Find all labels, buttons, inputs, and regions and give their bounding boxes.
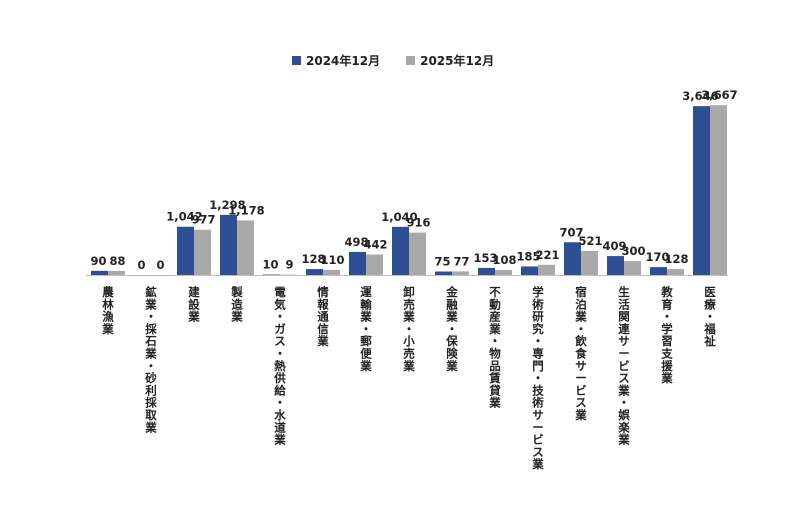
data-label-2025-9: 108 xyxy=(492,253,516,267)
bar-2025-10 xyxy=(538,265,555,275)
legend-swatch-2025 xyxy=(406,56,415,65)
bar-2025-12 xyxy=(624,261,641,275)
category-label-12: 生活関連サービス業・娯楽業 xyxy=(617,285,630,447)
data-label-2025-14: 3,667 xyxy=(701,88,737,102)
category-label-11: 宿泊業・飲食サービス業 xyxy=(574,285,587,422)
bar-2024-10 xyxy=(521,266,538,275)
bar-2025-13 xyxy=(667,269,684,275)
category-label-4: 電気・ガス・熱供給・水道業 xyxy=(273,285,286,447)
category-label-10: 学術研究・専門・技術サービス業 xyxy=(531,285,544,471)
category-label-8: 金融業・保険業 xyxy=(445,285,458,373)
bar-2024-3 xyxy=(220,215,237,275)
data-label-2025-4: 9 xyxy=(285,258,293,272)
bar-2025-7 xyxy=(409,233,426,275)
category-label-9: 不動産業・物品賃貸業 xyxy=(488,285,501,410)
data-label-2025-2: 977 xyxy=(191,213,215,227)
bar-2024-6 xyxy=(349,252,366,275)
bar-2024-13 xyxy=(650,267,667,275)
bar-2025-5 xyxy=(323,270,340,275)
bar-2024-5 xyxy=(306,269,323,275)
bar-2024-12 xyxy=(607,256,624,275)
data-label-2025-7: 916 xyxy=(406,216,430,230)
legend-item-2025: 2025年12月 xyxy=(406,52,494,69)
data-label-2025-11: 521 xyxy=(578,234,602,248)
data-label-2025-12: 300 xyxy=(621,244,645,258)
category-label-0: 農林漁業 xyxy=(101,285,114,336)
legend-swatch-2024 xyxy=(292,56,301,65)
bar-2025-2 xyxy=(194,230,211,275)
data-label-2025-1: 0 xyxy=(156,258,164,272)
bar-2025-11 xyxy=(581,251,598,275)
data-label-2025-13: 128 xyxy=(664,252,688,266)
category-label-3: 製造業 xyxy=(230,285,243,324)
data-label-2025-0: 88 xyxy=(109,254,125,268)
bar-2025-14 xyxy=(710,105,727,275)
legend: 2024年12月 2025年12月 xyxy=(292,52,494,69)
bar-2025-3 xyxy=(237,220,254,275)
data-label-2024-1: 0 xyxy=(137,258,145,272)
category-label-7: 卸売業・小売業 xyxy=(402,285,415,373)
data-label-2025-10: 221 xyxy=(535,248,559,262)
data-label-2025-3: 1,178 xyxy=(228,203,264,217)
category-label-1: 鉱業・採石業・砂利採取業 xyxy=(144,285,157,434)
category-label-6: 運輸業・郵便業 xyxy=(359,285,372,373)
bar-2024-14 xyxy=(693,106,710,275)
category-label-14: 医療・福祉 xyxy=(703,285,716,348)
bar-2025-9 xyxy=(495,270,512,275)
data-label-2024-0: 90 xyxy=(90,254,106,268)
bar-2025-0 xyxy=(108,271,125,275)
bar-2025-8 xyxy=(452,271,469,275)
legend-item-2024: 2024年12月 xyxy=(292,52,380,69)
bar-2025-6 xyxy=(366,255,383,275)
data-label-2025-8: 77 xyxy=(453,254,469,268)
data-label-2024-4: 10 xyxy=(262,258,278,272)
bar-2024-7 xyxy=(392,227,409,275)
data-label-2025-6: 442 xyxy=(363,238,387,252)
bar-2024-8 xyxy=(435,272,452,275)
bar-2024-9 xyxy=(478,268,495,275)
legend-label-2025: 2025年12月 xyxy=(420,52,494,69)
data-label-2025-5: 110 xyxy=(320,253,344,267)
category-label-2: 建設業 xyxy=(187,285,200,324)
category-label-5: 情報通信業 xyxy=(316,285,329,348)
bar-2024-0 xyxy=(91,271,108,275)
data-label-2024-8: 75 xyxy=(434,255,450,269)
legend-label-2024: 2024年12月 xyxy=(306,52,380,69)
category-label-13: 教育・学習支援業 xyxy=(660,285,673,385)
bar-2024-2 xyxy=(177,227,194,275)
